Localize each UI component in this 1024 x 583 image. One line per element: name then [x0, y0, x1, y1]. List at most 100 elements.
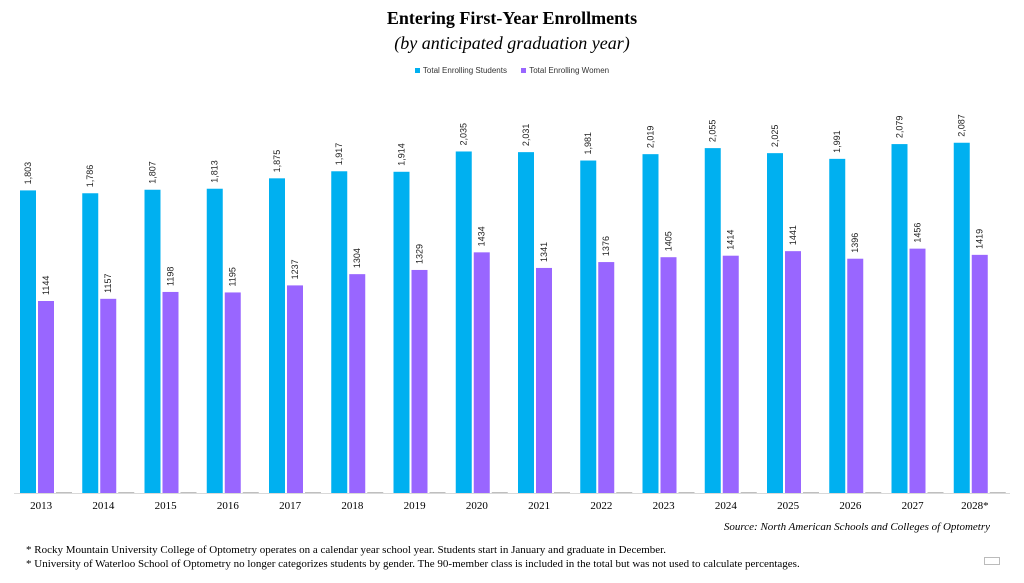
footnote-2: * University of Waterloo School of Optom… — [26, 558, 800, 570]
bar-total-students-2020 — [455, 151, 472, 493]
bar-total-women-2018 — [349, 274, 366, 493]
data-label-total-students-2017: 1,875 — [272, 150, 282, 173]
data-label-total-students-2019: 1,914 — [397, 143, 407, 166]
bar-total-women-2026 — [847, 258, 864, 493]
bar-total-students-2019 — [393, 171, 410, 493]
data-label-total-students-2027: 2,079 — [895, 116, 905, 139]
bar-total-women-2027 — [909, 248, 926, 493]
bar-total-students-2024 — [704, 148, 721, 494]
bar-total-women-2024 — [722, 255, 739, 493]
bar-total-women-2019 — [411, 269, 428, 493]
data-label-total-women-2018: 1304 — [352, 248, 362, 268]
legend-item-total-women: Total Enrolling Women — [521, 66, 609, 75]
x-tick-label-2013: 2013 — [30, 500, 53, 512]
data-label-total-women-2022: 1376 — [601, 236, 611, 256]
bar-total-women-2017 — [287, 285, 303, 493]
data-label-total-women-2014: 1157 — [103, 273, 113, 292]
data-label-total-students-2025: 2,025 — [770, 125, 780, 148]
bar-total-students-2028 — [953, 142, 970, 494]
x-tick-label-2017: 2017 — [279, 500, 302, 512]
bar-total-students-2017 — [269, 178, 285, 493]
chart-subtitle: (by anticipated graduation year) — [394, 33, 630, 53]
bar-total-students-2014 — [82, 193, 99, 493]
x-tick-label-2027: 2027 — [902, 500, 925, 512]
bar-total-women-2013 — [38, 301, 54, 493]
bar-total-students-2025 — [767, 153, 783, 494]
data-label-total-women-2016: 1195 — [228, 267, 238, 286]
bar-stub-2027 — [927, 492, 944, 493]
footnote-1: * Rocky Mountain University College of O… — [26, 544, 666, 556]
bar-total-women-2023 — [660, 257, 677, 493]
bar-total-women-2021 — [536, 267, 552, 493]
data-label-total-women-2021: 1341 — [539, 242, 549, 262]
corner-box — [984, 557, 1000, 565]
data-label-total-students-2024: 2,055 — [708, 120, 718, 143]
bar-stub-2013 — [56, 492, 72, 493]
data-label-total-students-2028: 2,087 — [957, 114, 967, 137]
data-label-total-women-2015: 1198 — [166, 267, 176, 286]
bar-stub-2016 — [242, 492, 259, 493]
bar-total-women-2016 — [224, 292, 241, 493]
data-label-total-women-2017: 1237 — [290, 259, 300, 279]
bar-stub-2017 — [305, 492, 321, 493]
bar-total-students-2016 — [206, 188, 223, 493]
data-label-total-students-2014: 1,786 — [85, 165, 95, 188]
data-label-total-women-2013: 1144 — [41, 276, 51, 295]
data-label-total-students-2021: 2,031 — [521, 124, 531, 147]
bar-stub-2022 — [616, 492, 633, 493]
x-tick-label-2023: 2023 — [653, 500, 676, 512]
bar-stub-2028 — [989, 492, 1006, 493]
bar-total-students-2026 — [829, 158, 846, 493]
bar-total-students-2021 — [518, 152, 534, 494]
bar-total-students-2023 — [642, 154, 659, 494]
x-tick-label-2024: 2024 — [715, 500, 738, 512]
bar-total-students-2027 — [891, 144, 908, 493]
x-tick-label-2015: 2015 — [155, 500, 178, 512]
data-label-total-students-2015: 1,807 — [148, 161, 158, 184]
data-label-total-students-2013: 1,803 — [23, 162, 33, 185]
x-tick-label-2026: 2026 — [839, 500, 862, 512]
legend-item-total-students: Total Enrolling Students — [414, 66, 507, 75]
bar-total-students-2018 — [331, 171, 348, 493]
bar-total-students-2015 — [144, 189, 161, 493]
x-tick-label-2028: 2028* — [961, 500, 989, 512]
data-label-total-women-2020: 1434 — [477, 226, 487, 246]
data-label-total-women-2026: 1396 — [850, 233, 860, 253]
bar-stub-2018 — [367, 492, 384, 493]
bar-total-women-2028 — [971, 254, 988, 493]
bar-total-women-2020 — [473, 252, 490, 493]
bar-stub-2019 — [429, 492, 446, 493]
chart-title: Entering First-Year Enrollments — [386, 8, 638, 28]
legend-swatch-total-women — [521, 68, 527, 73]
bar-total-women-2025 — [785, 251, 801, 493]
x-tick-label-2014: 2014 — [92, 500, 115, 512]
x-tick-label-2025: 2025 — [777, 500, 800, 512]
data-label-total-students-2018: 1,917 — [334, 143, 344, 166]
data-label-total-students-2026: 1,991 — [832, 130, 842, 153]
bar-total-students-2022 — [580, 160, 597, 494]
data-label-total-women-2025: 1441 — [788, 225, 798, 245]
bar-stub-2023 — [678, 492, 695, 493]
data-label-total-women-2019: 1329 — [415, 244, 425, 264]
x-tick-label-2019: 2019 — [404, 500, 427, 512]
bar-stub-2020 — [491, 492, 508, 493]
legend-swatch-total-students — [414, 68, 420, 73]
data-label-total-women-2024: 1414 — [726, 230, 736, 250]
data-label-total-students-2023: 2,019 — [646, 126, 656, 149]
legend-label-total-students: Total Enrolling Students — [422, 66, 507, 75]
data-label-total-students-2022: 1,981 — [583, 132, 593, 155]
data-label-total-women-2028: 1419 — [975, 229, 985, 249]
bar-total-women-2022 — [598, 262, 615, 493]
bar-stub-2015 — [180, 492, 197, 493]
bar-stub-2014 — [118, 492, 135, 493]
data-label-total-women-2023: 1405 — [664, 231, 674, 251]
data-label-total-students-2016: 1,813 — [210, 160, 220, 183]
bar-total-women-2014 — [100, 298, 117, 493]
x-tick-label-2020: 2020 — [466, 500, 489, 512]
x-tick-label-2018: 2018 — [341, 500, 364, 512]
x-tick-label-2021: 2021 — [528, 500, 550, 512]
bar-stub-2026 — [865, 492, 882, 493]
bar-stub-2025 — [803, 492, 819, 493]
data-label-total-students-2020: 2,035 — [459, 123, 469, 146]
